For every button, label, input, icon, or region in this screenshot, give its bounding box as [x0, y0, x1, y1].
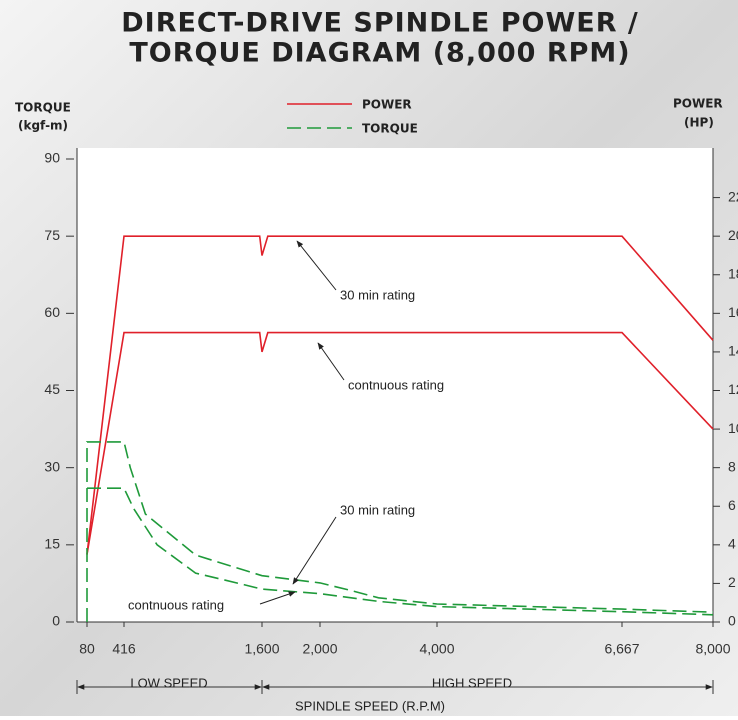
y2-tick-label: 0 — [728, 613, 736, 629]
y-tick-label: 0 — [52, 613, 60, 629]
y-axis-title: (kgf-m) — [18, 119, 68, 133]
series-line — [86, 235, 714, 555]
y-tick-label: 90 — [44, 150, 60, 166]
x-tick-label: 416 — [112, 641, 136, 657]
series-line — [87, 487, 714, 616]
legend-label: POWER — [362, 98, 412, 112]
x-tick-label: 1,600 — [244, 641, 279, 657]
y2-tick-label: 10 — [728, 420, 738, 436]
y2-tick-label: 12 — [728, 381, 738, 397]
y-tick-label: 60 — [44, 304, 60, 320]
y-axis-title: TORQUE — [15, 101, 71, 115]
y2-tick-label: 2 — [728, 574, 736, 590]
annotation-arrow — [259, 591, 296, 605]
y-tick-label: 30 — [44, 458, 60, 474]
y2-tick-label: 6 — [728, 497, 736, 513]
y2-tick-label: 8 — [728, 458, 736, 474]
y-tick-label: 15 — [44, 536, 60, 552]
annotation: contnuous rating — [128, 597, 224, 612]
x-tick-label: 4,000 — [419, 641, 454, 657]
y2-tick-label: 16 — [728, 304, 738, 320]
range-label: HIGH SPEED — [432, 675, 512, 690]
y2-tick-label: 22 — [728, 188, 738, 204]
annotation: 30 min rating — [340, 287, 415, 302]
y2-axis-title: POWER — [673, 97, 723, 111]
annotation-arrow — [296, 240, 337, 291]
range-label: LOW SPEED — [130, 675, 207, 690]
y2-axis-title: (HP) — [684, 116, 714, 130]
series-line — [86, 441, 714, 622]
annotation-arrow — [317, 342, 345, 381]
series-line — [86, 331, 714, 555]
y-tick-label: 75 — [44, 227, 60, 243]
annotation-arrow — [292, 516, 337, 585]
annotation: contnuous rating — [348, 377, 444, 392]
x-tick-label: 2,000 — [302, 641, 337, 657]
x-axis-title: SPINDLE SPEED (R.P.M) — [295, 698, 445, 713]
y2-tick-label: 20 — [728, 227, 738, 243]
y2-tick-label: 18 — [728, 265, 738, 281]
y2-tick-label: 4 — [728, 536, 736, 552]
legend-label: TORQUE — [362, 122, 418, 136]
chart-title: DIRECT-DRIVE SPINDLE POWER / — [121, 8, 639, 39]
x-tick-label: 80 — [79, 641, 95, 657]
x-tick-label: 6,667 — [604, 641, 639, 657]
chart-title: TORQUE DIAGRAM (8,000 RPM) — [129, 38, 630, 69]
x-tick-label: 8,000 — [695, 641, 730, 657]
y2-tick-label: 14 — [728, 343, 738, 359]
annotation: 30 min rating — [340, 502, 415, 517]
plot-area — [77, 148, 713, 622]
y-tick-label: 45 — [44, 381, 60, 397]
